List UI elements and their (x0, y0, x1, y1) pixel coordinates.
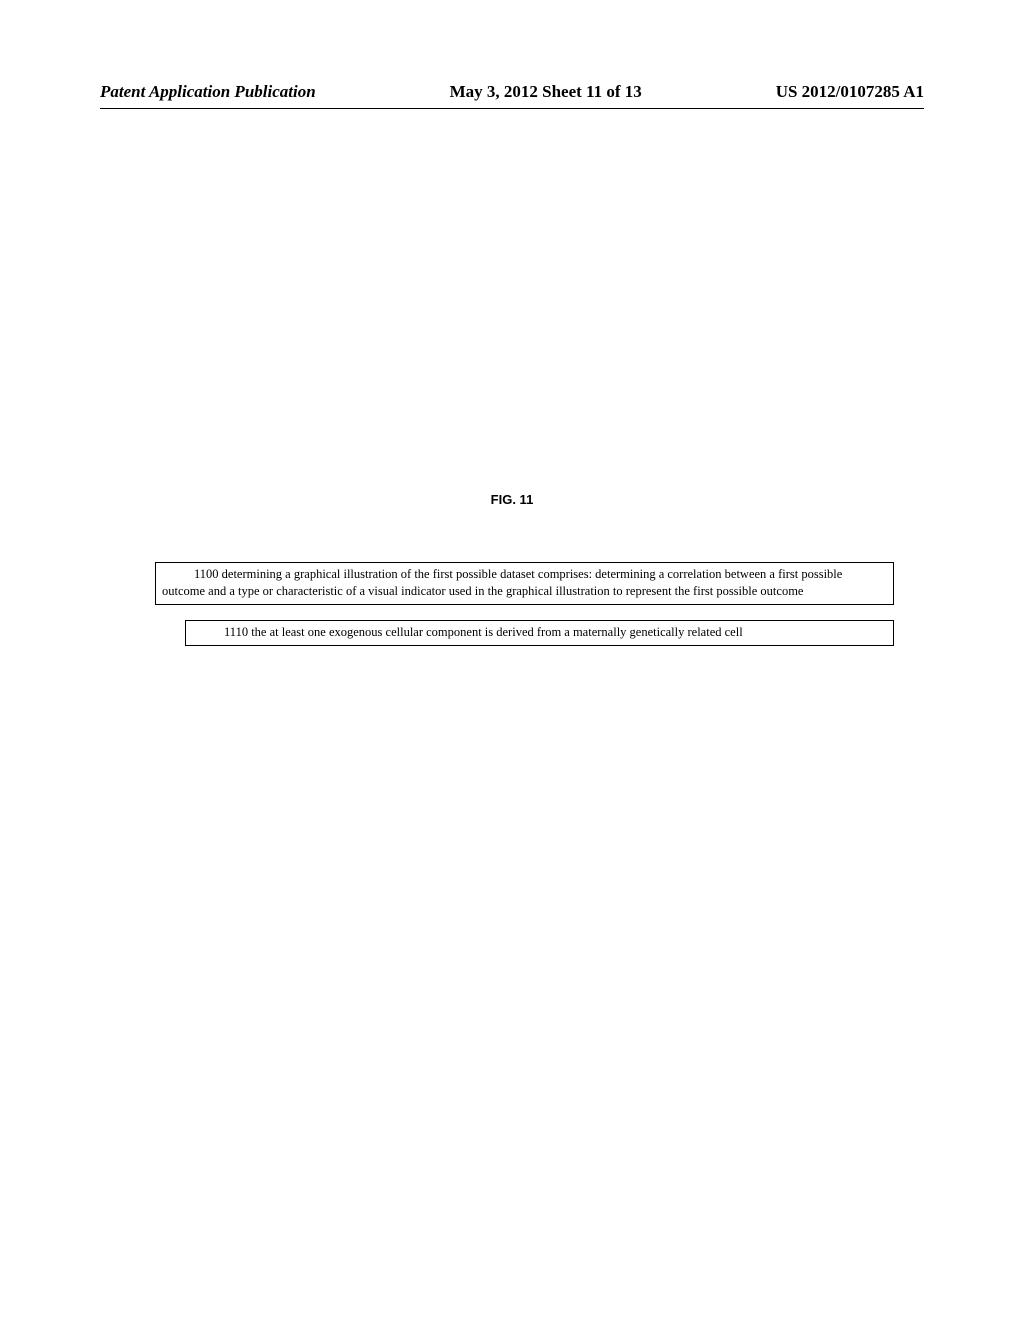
header-publication-type: Patent Application Publication (100, 82, 316, 102)
flowchart-box-1110: 1110 the at least one exogenous cellular… (185, 620, 894, 646)
flowchart-box-1100: 1100 determining a graphical illustratio… (155, 562, 894, 605)
flowchart-box-1100-text: 1100 determining a graphical illustratio… (162, 566, 887, 600)
header-rule (100, 108, 924, 109)
page-header: Patent Application Publication May 3, 20… (100, 82, 924, 102)
flowchart-box-1110-text: 1110 the at least one exogenous cellular… (192, 624, 887, 641)
page-container: Patent Application Publication May 3, 20… (0, 0, 1024, 1320)
figure-label: FIG. 11 (0, 492, 1024, 507)
header-date-sheet: May 3, 2012 Sheet 11 of 13 (450, 82, 642, 102)
header-patent-number: US 2012/0107285 A1 (776, 82, 924, 102)
